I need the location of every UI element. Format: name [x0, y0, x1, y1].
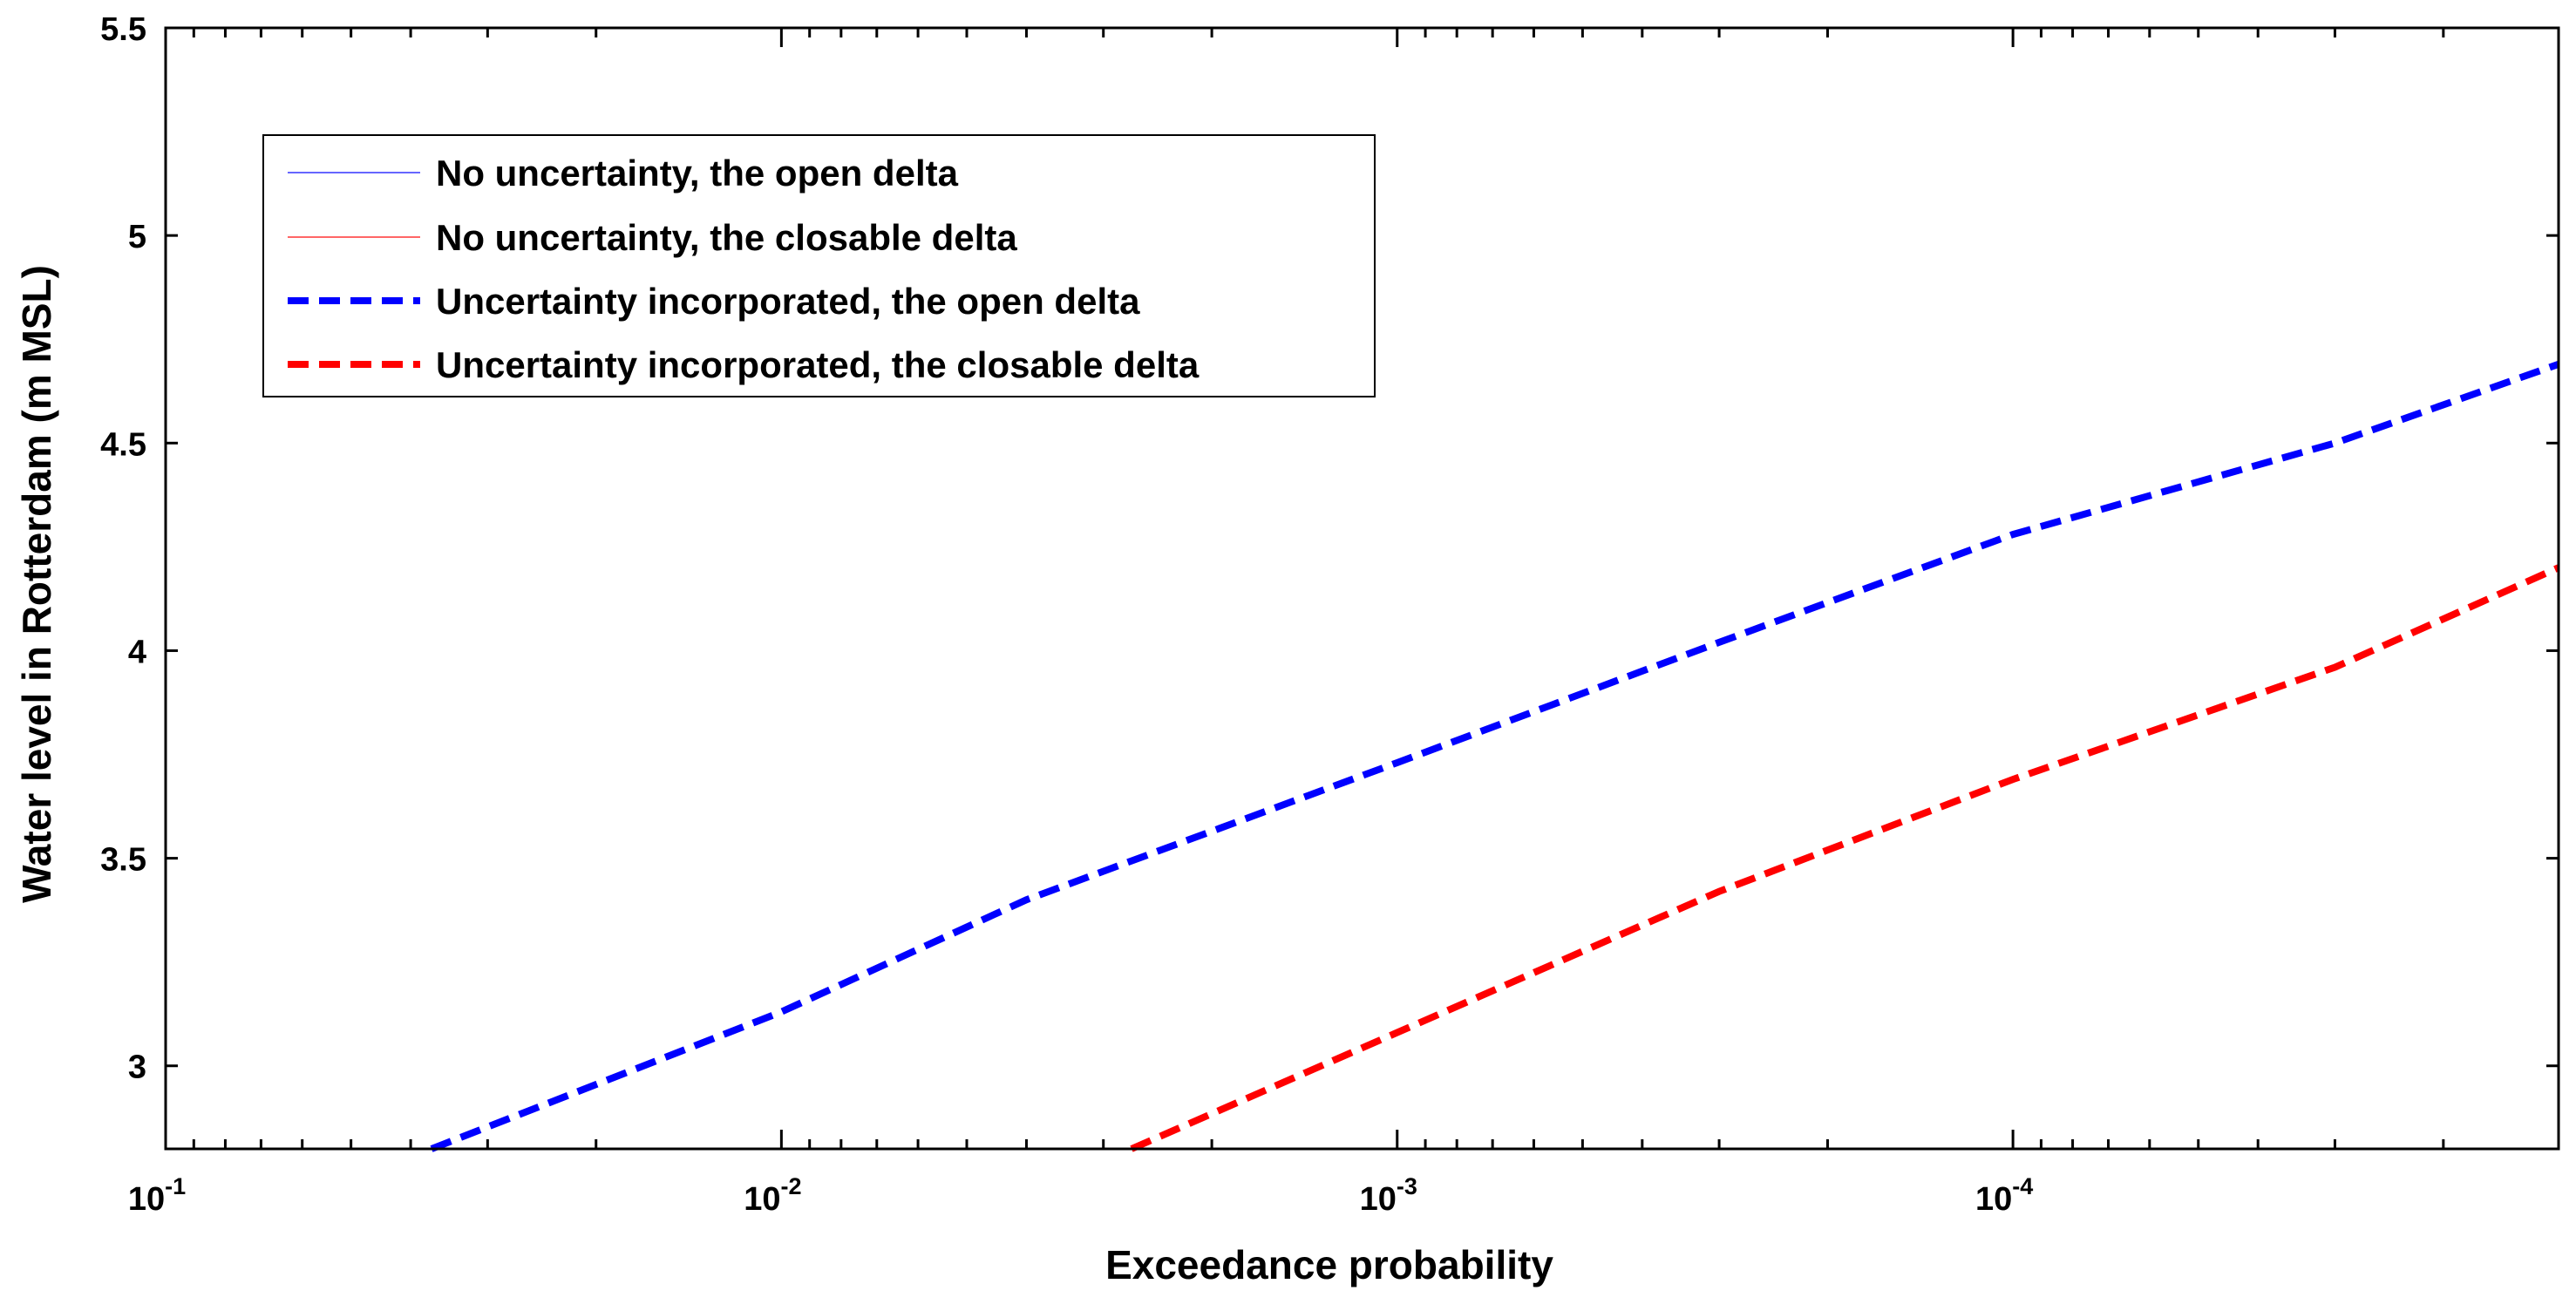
- data-layer: [430, 361, 2560, 1152]
- legend-label-1: No uncertainty, the open delta: [436, 153, 959, 194]
- x-tick-exponent-1: -1: [165, 1173, 186, 1199]
- x-tick-exponent-2: -2: [781, 1173, 802, 1199]
- legend-box: [262, 134, 1376, 397]
- legend-label-4: Uncertainty incorporated, the closable d…: [436, 344, 1200, 385]
- y-tick-label-2: 3.5: [100, 842, 146, 879]
- y-tick-label-1: 3: [128, 1049, 146, 1086]
- x-tick-exponent-3: -3: [1397, 1173, 1417, 1199]
- axes-layer: 33.544.555.510-1 10-2 10-3 10-4: [100, 11, 2560, 1218]
- y-axis-label: Water level in Rotterdam (m MSL): [14, 265, 59, 903]
- x-axis-label: Exceedance probability: [1105, 1242, 1553, 1287]
- y-tick-label-6: 5.5: [100, 11, 146, 48]
- series-line-3: [430, 361, 2560, 1152]
- y-tick-label-3: 4: [128, 634, 146, 670]
- legend-label-3: Uncertainty incorporated, the open delta: [436, 281, 1140, 322]
- plot-frame: [164, 26, 2560, 1151]
- y-tick-label-4: 4.5: [100, 426, 146, 463]
- legend: No uncertainty, the open delta No uncerta…: [262, 134, 1376, 397]
- series-line-4: [1130, 564, 2560, 1152]
- y-tick-label-5: 5: [128, 219, 146, 255]
- x-tick-exponent-4: -4: [2012, 1173, 2033, 1199]
- legend-label-2: No uncertainty, the closable delta: [436, 217, 1017, 258]
